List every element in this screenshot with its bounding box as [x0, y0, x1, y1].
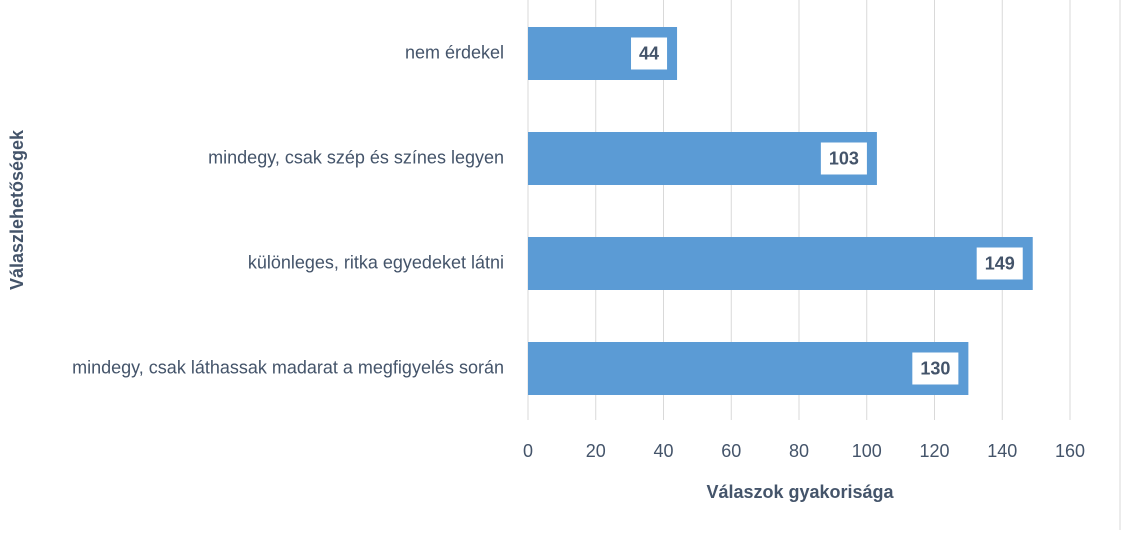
- x-tick-label: 40: [653, 441, 673, 461]
- bar: [528, 132, 877, 185]
- data-label: 149: [985, 253, 1015, 273]
- x-tick-label: 120: [919, 441, 949, 461]
- bar: [528, 237, 1033, 290]
- data-label-box: [631, 37, 668, 70]
- y-tick-label: nem érdekel: [405, 42, 504, 62]
- x-tick-label: 20: [586, 441, 606, 461]
- x-tick-label: 140: [987, 441, 1017, 461]
- x-tick-label: 100: [852, 441, 882, 461]
- y-tick-label: különleges, ritka egyedeket látni: [248, 252, 504, 272]
- y-tick-label: mindegy, csak láthassak madarat a megfig…: [72, 357, 504, 377]
- data-label-box: [912, 352, 959, 385]
- data-label-box: [976, 247, 1023, 280]
- x-tick-label: 60: [721, 441, 741, 461]
- data-label-box: [820, 142, 867, 175]
- x-tick-label: 0: [523, 441, 533, 461]
- y-axis-title: Válaszlehetőségek: [7, 129, 27, 290]
- x-tick-label: 80: [789, 441, 809, 461]
- data-label: 103: [829, 148, 859, 168]
- x-axis-title: Válaszok gyakorisága: [706, 482, 894, 502]
- bar: [528, 342, 969, 395]
- x-tick-label: 160: [1055, 441, 1085, 461]
- data-label: 130: [920, 358, 950, 378]
- data-label: 44: [639, 43, 659, 63]
- y-tick-label: mindegy, csak szép és színes legyen: [208, 147, 504, 167]
